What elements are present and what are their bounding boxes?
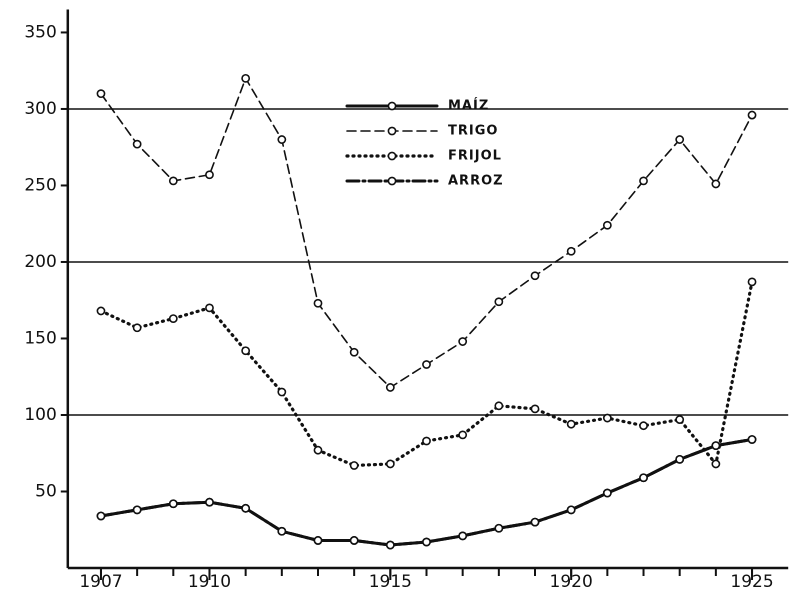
point (132, 139, 142, 149)
point (711, 459, 721, 469)
point (422, 360, 431, 369)
y-tick-label: 200 (24, 252, 56, 272)
point (349, 461, 359, 470)
point (205, 497, 214, 507)
point (602, 488, 612, 498)
point (241, 346, 251, 356)
point (313, 445, 323, 455)
series-line (100, 76, 753, 389)
point (349, 347, 359, 357)
y-tick-label: 350 (24, 22, 56, 42)
point (96, 89, 106, 99)
point (711, 441, 721, 450)
y-tick-label: 250 (24, 175, 56, 195)
legend-marker (387, 101, 397, 111)
point (241, 503, 251, 513)
x-tick-label: 1910 (188, 572, 231, 592)
point (530, 517, 540, 527)
point (132, 505, 142, 515)
x-tick-label: 1915 (369, 572, 412, 592)
point (96, 306, 106, 316)
point (675, 135, 685, 144)
point (385, 540, 395, 550)
legend-marker (387, 151, 397, 161)
point (639, 176, 648, 186)
point (747, 110, 757, 120)
legend-label: MAÍZ (448, 98, 489, 114)
point (602, 413, 612, 423)
legend-marker (387, 176, 397, 186)
legend-marker (387, 126, 397, 136)
series-line (99, 437, 754, 547)
point (385, 459, 395, 469)
point (566, 419, 576, 429)
point (277, 387, 287, 397)
point (494, 401, 504, 411)
x-tick-label: 1920 (550, 572, 593, 592)
point (566, 246, 576, 256)
point (458, 430, 468, 440)
y-tick-label: 100 (24, 405, 56, 425)
legend-label: TRIGO (448, 124, 498, 139)
point (639, 473, 648, 483)
point (168, 176, 178, 186)
point (675, 454, 685, 464)
point (422, 537, 431, 547)
point (458, 337, 468, 346)
point (639, 421, 648, 431)
point (205, 303, 214, 313)
y-tick-label: 50 (35, 481, 57, 501)
point (277, 135, 287, 144)
legend-label: ARROZ (448, 174, 504, 189)
point (494, 297, 504, 307)
x-tick-label: 1925 (730, 572, 773, 592)
y-tick-label: 300 (24, 99, 56, 119)
point (168, 314, 178, 323)
point (747, 277, 757, 287)
point (530, 404, 540, 414)
point (349, 536, 359, 545)
point (241, 73, 251, 83)
point (313, 298, 323, 308)
point (422, 436, 431, 446)
y-tick-label: 150 (24, 328, 56, 348)
point (494, 523, 504, 533)
point (96, 511, 106, 521)
point (313, 536, 323, 545)
point (132, 323, 142, 333)
point (747, 435, 757, 444)
point (711, 179, 721, 189)
point (675, 415, 685, 424)
point (566, 505, 576, 515)
x-tick-label: 1907 (79, 572, 122, 592)
point (602, 220, 612, 230)
point (458, 531, 468, 541)
legend-label: FRIJOL (448, 149, 502, 164)
point (205, 170, 214, 180)
point (385, 383, 395, 392)
series-line (99, 437, 754, 547)
point (277, 526, 287, 536)
point (168, 499, 178, 509)
point (530, 271, 540, 281)
